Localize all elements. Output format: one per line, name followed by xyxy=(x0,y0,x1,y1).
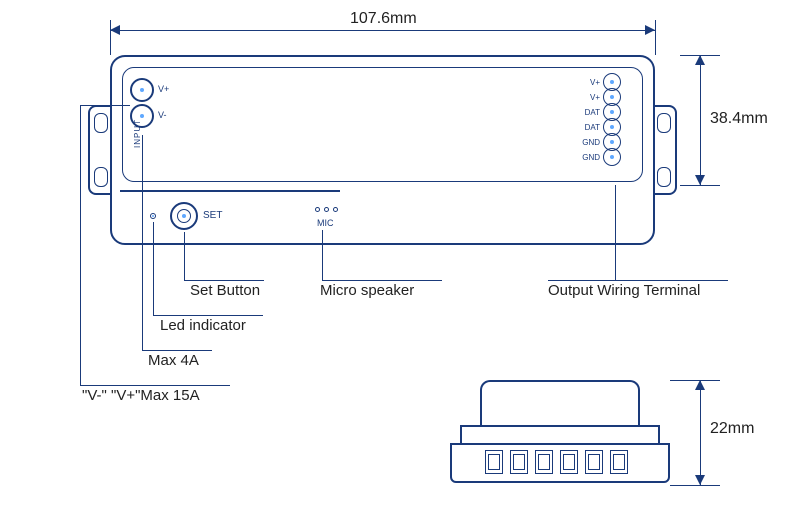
side-terminal xyxy=(585,450,603,474)
set-button-graphic xyxy=(170,202,198,230)
pointer-line xyxy=(322,230,323,280)
dim-arrow xyxy=(695,380,705,390)
dim-depth-line xyxy=(700,380,701,485)
pointer-line xyxy=(142,135,143,350)
pointer-line xyxy=(153,315,263,316)
dim-arrow xyxy=(110,25,120,35)
dim-height-line xyxy=(700,55,701,185)
output-circle xyxy=(603,148,621,166)
side-view xyxy=(450,380,670,485)
mount-tab-right xyxy=(655,105,677,195)
side-terminal xyxy=(610,450,628,474)
mic-holes xyxy=(315,207,338,212)
dim-arrow xyxy=(695,475,705,485)
side-terminals xyxy=(485,450,628,474)
dim-width-label: 107.6mm xyxy=(350,10,417,28)
mount-tab-left xyxy=(88,105,110,195)
callout-micro-speaker: Micro speaker xyxy=(320,282,414,299)
input-label-vplus: V+ xyxy=(158,84,169,94)
callout-set-button: Set Button xyxy=(190,282,260,299)
pointer-line xyxy=(80,385,230,386)
led-indicator-dot xyxy=(150,213,156,219)
pointer-line xyxy=(142,350,212,351)
callout-v-max-15a: "V-" "V+"Max 15A xyxy=(82,387,200,404)
dim-ext-line xyxy=(680,55,720,56)
dim-arrow xyxy=(645,25,655,35)
side-top xyxy=(480,380,640,425)
output-label: GND xyxy=(580,153,600,162)
callout-output-wiring: Output Wiring Terminal xyxy=(548,282,700,299)
diagram-container: 107.6mm 38.4mm V+ V- INPUT SET MIC V+ V+… xyxy=(0,0,800,526)
dim-width-line xyxy=(110,30,655,31)
pointer-line xyxy=(80,105,81,385)
callout-led-indicator: Led indicator xyxy=(160,317,246,334)
side-terminal xyxy=(510,450,528,474)
pointer-line xyxy=(80,105,130,106)
output-label: V+ xyxy=(580,78,600,87)
dim-arrow xyxy=(695,175,705,185)
terminal-v-plus xyxy=(130,78,154,102)
pointer-line xyxy=(184,280,264,281)
side-mid xyxy=(460,425,660,443)
side-terminal xyxy=(485,450,503,474)
mic-hole xyxy=(315,207,320,212)
dim-height-label: 38.4mm xyxy=(710,110,768,128)
pointer-line xyxy=(322,280,442,281)
set-label: SET xyxy=(203,210,222,221)
dim-ext-line xyxy=(680,185,720,186)
panel-divider xyxy=(120,190,340,192)
mic-hole xyxy=(324,207,329,212)
pointer-line xyxy=(548,280,728,281)
input-label-vminus: V- xyxy=(158,110,167,120)
output-label: DAT xyxy=(580,123,600,132)
pointer-line xyxy=(153,222,154,315)
output-row: GND xyxy=(580,148,621,166)
output-label: GND xyxy=(580,138,600,147)
input-section-label: INPUT xyxy=(133,119,142,148)
dim-ext-line xyxy=(670,485,720,486)
device-inner-outline xyxy=(122,67,643,182)
dim-arrow xyxy=(695,55,705,65)
dim-ext-line xyxy=(670,380,720,381)
callout-max-4a: Max 4A xyxy=(148,352,199,369)
output-terminals: V+ V+ DAT DAT GND GND xyxy=(580,73,621,163)
dim-depth-label: 22mm xyxy=(710,420,754,438)
mic-hole xyxy=(333,207,338,212)
pointer-line xyxy=(184,232,185,280)
mic-label: MIC xyxy=(317,218,334,228)
side-terminal xyxy=(560,450,578,474)
output-label: DAT xyxy=(580,108,600,117)
dim-ext-line xyxy=(110,20,111,55)
side-terminal xyxy=(535,450,553,474)
output-label: V+ xyxy=(580,93,600,102)
pointer-line xyxy=(615,185,616,280)
dim-ext-line xyxy=(655,20,656,55)
